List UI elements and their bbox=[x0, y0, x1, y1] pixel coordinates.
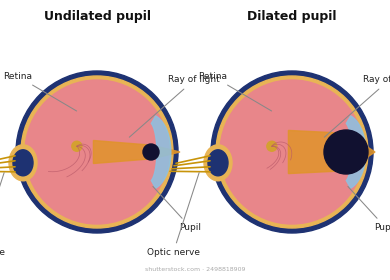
Text: Pupil: Pupil bbox=[348, 186, 390, 232]
Circle shape bbox=[21, 76, 173, 228]
Text: Dilated pupil: Dilated pupil bbox=[247, 10, 337, 23]
Polygon shape bbox=[152, 145, 180, 159]
Text: Ray of light: Ray of light bbox=[324, 76, 390, 137]
Circle shape bbox=[220, 80, 364, 224]
Circle shape bbox=[25, 80, 169, 224]
Polygon shape bbox=[347, 133, 375, 171]
Text: shutterstock.com · 2498818909: shutterstock.com · 2498818909 bbox=[145, 267, 245, 272]
Text: Retina: Retina bbox=[3, 72, 76, 111]
Text: Ray of light: Ray of light bbox=[129, 76, 220, 137]
Circle shape bbox=[324, 130, 368, 174]
Polygon shape bbox=[288, 130, 347, 174]
Polygon shape bbox=[346, 116, 366, 188]
Circle shape bbox=[211, 71, 373, 233]
Ellipse shape bbox=[9, 145, 37, 181]
Ellipse shape bbox=[13, 150, 33, 176]
Polygon shape bbox=[93, 141, 152, 164]
Text: Optic nerve: Optic nerve bbox=[0, 173, 5, 257]
Text: Retina: Retina bbox=[198, 72, 271, 111]
Ellipse shape bbox=[208, 150, 228, 176]
Polygon shape bbox=[151, 116, 171, 188]
Circle shape bbox=[267, 141, 277, 151]
Circle shape bbox=[16, 71, 178, 233]
Circle shape bbox=[143, 144, 159, 160]
Text: Optic nerve: Optic nerve bbox=[147, 173, 200, 257]
Ellipse shape bbox=[204, 145, 232, 181]
Circle shape bbox=[216, 76, 368, 228]
Text: Undilated pupil: Undilated pupil bbox=[44, 10, 151, 23]
Text: Pupil: Pupil bbox=[153, 186, 202, 232]
Circle shape bbox=[72, 141, 82, 151]
